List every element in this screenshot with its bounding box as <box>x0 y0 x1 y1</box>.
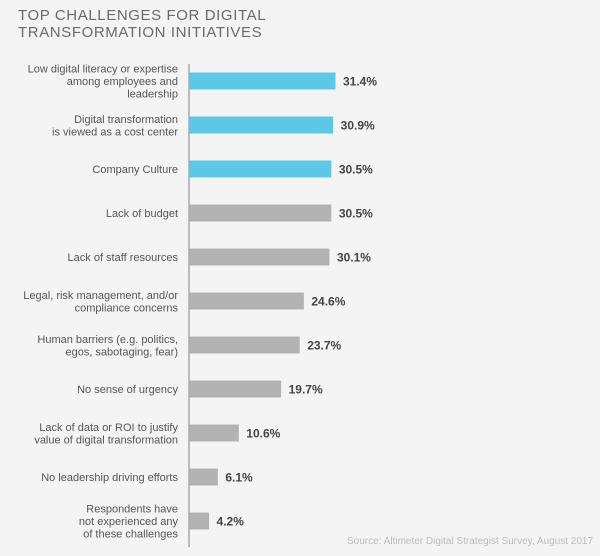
category-label: of these challenges <box>83 529 178 541</box>
data-label: 23.7% <box>307 339 341 353</box>
chart-title-line: TOP CHALLENGES FOR DIGITAL <box>18 7 267 24</box>
bar <box>189 468 218 486</box>
category-label: Digital transformation <box>74 114 178 126</box>
category-label: compliance concerns <box>75 302 179 314</box>
bar <box>189 204 332 222</box>
data-label: 4.2% <box>217 515 245 529</box>
source-note: Source: Altimeter Digital Strategist Sur… <box>347 536 594 547</box>
data-label: 10.6% <box>246 427 280 441</box>
category-label: not experienced any <box>79 516 179 528</box>
category-label: Respondents have <box>86 504 178 516</box>
category-label: Legal, risk management, and/or <box>23 290 178 302</box>
data-label: 30.5% <box>339 207 373 221</box>
bar <box>189 72 336 90</box>
chart-title: TOP CHALLENGES FOR DIGITAL TRANSFORMATIO… <box>18 7 266 41</box>
data-label: 30.5% <box>339 163 373 177</box>
data-label: 31.4% <box>343 75 377 89</box>
chart-title-line: TRANSFORMATION INITIATIVES <box>18 24 263 41</box>
category-label: egos, sabotaging, fear) <box>65 346 178 358</box>
category-label: No sense of urgency <box>77 384 178 396</box>
bar <box>189 380 282 398</box>
category-label: Human barriers (e.g. politics, <box>37 334 178 346</box>
data-label: 30.1% <box>337 251 371 265</box>
category-label: Company Culture <box>92 164 178 176</box>
bar <box>189 512 210 530</box>
bar <box>189 160 332 178</box>
data-label: 24.6% <box>311 295 345 309</box>
bar <box>189 424 239 442</box>
category-label: leadership <box>127 89 178 101</box>
category-label: Lack of budget <box>106 208 178 220</box>
category-label: value of digital transformation <box>34 434 178 446</box>
data-label: 19.7% <box>289 383 323 397</box>
category-label: is viewed as a cost center <box>52 126 178 138</box>
bar <box>189 336 300 354</box>
category-label: Lack of staff resources <box>68 252 179 264</box>
category-label: No leadership driving efforts <box>41 472 178 484</box>
category-label: among employees and <box>67 76 178 88</box>
category-label: Lack of data or ROI to justify <box>39 422 178 434</box>
bar <box>189 248 330 266</box>
bar <box>189 292 304 310</box>
bar <box>189 116 334 134</box>
data-label: 6.1% <box>225 471 253 485</box>
data-label: 30.9% <box>341 119 375 133</box>
category-label: Low digital literacy or expertise <box>28 64 178 76</box>
